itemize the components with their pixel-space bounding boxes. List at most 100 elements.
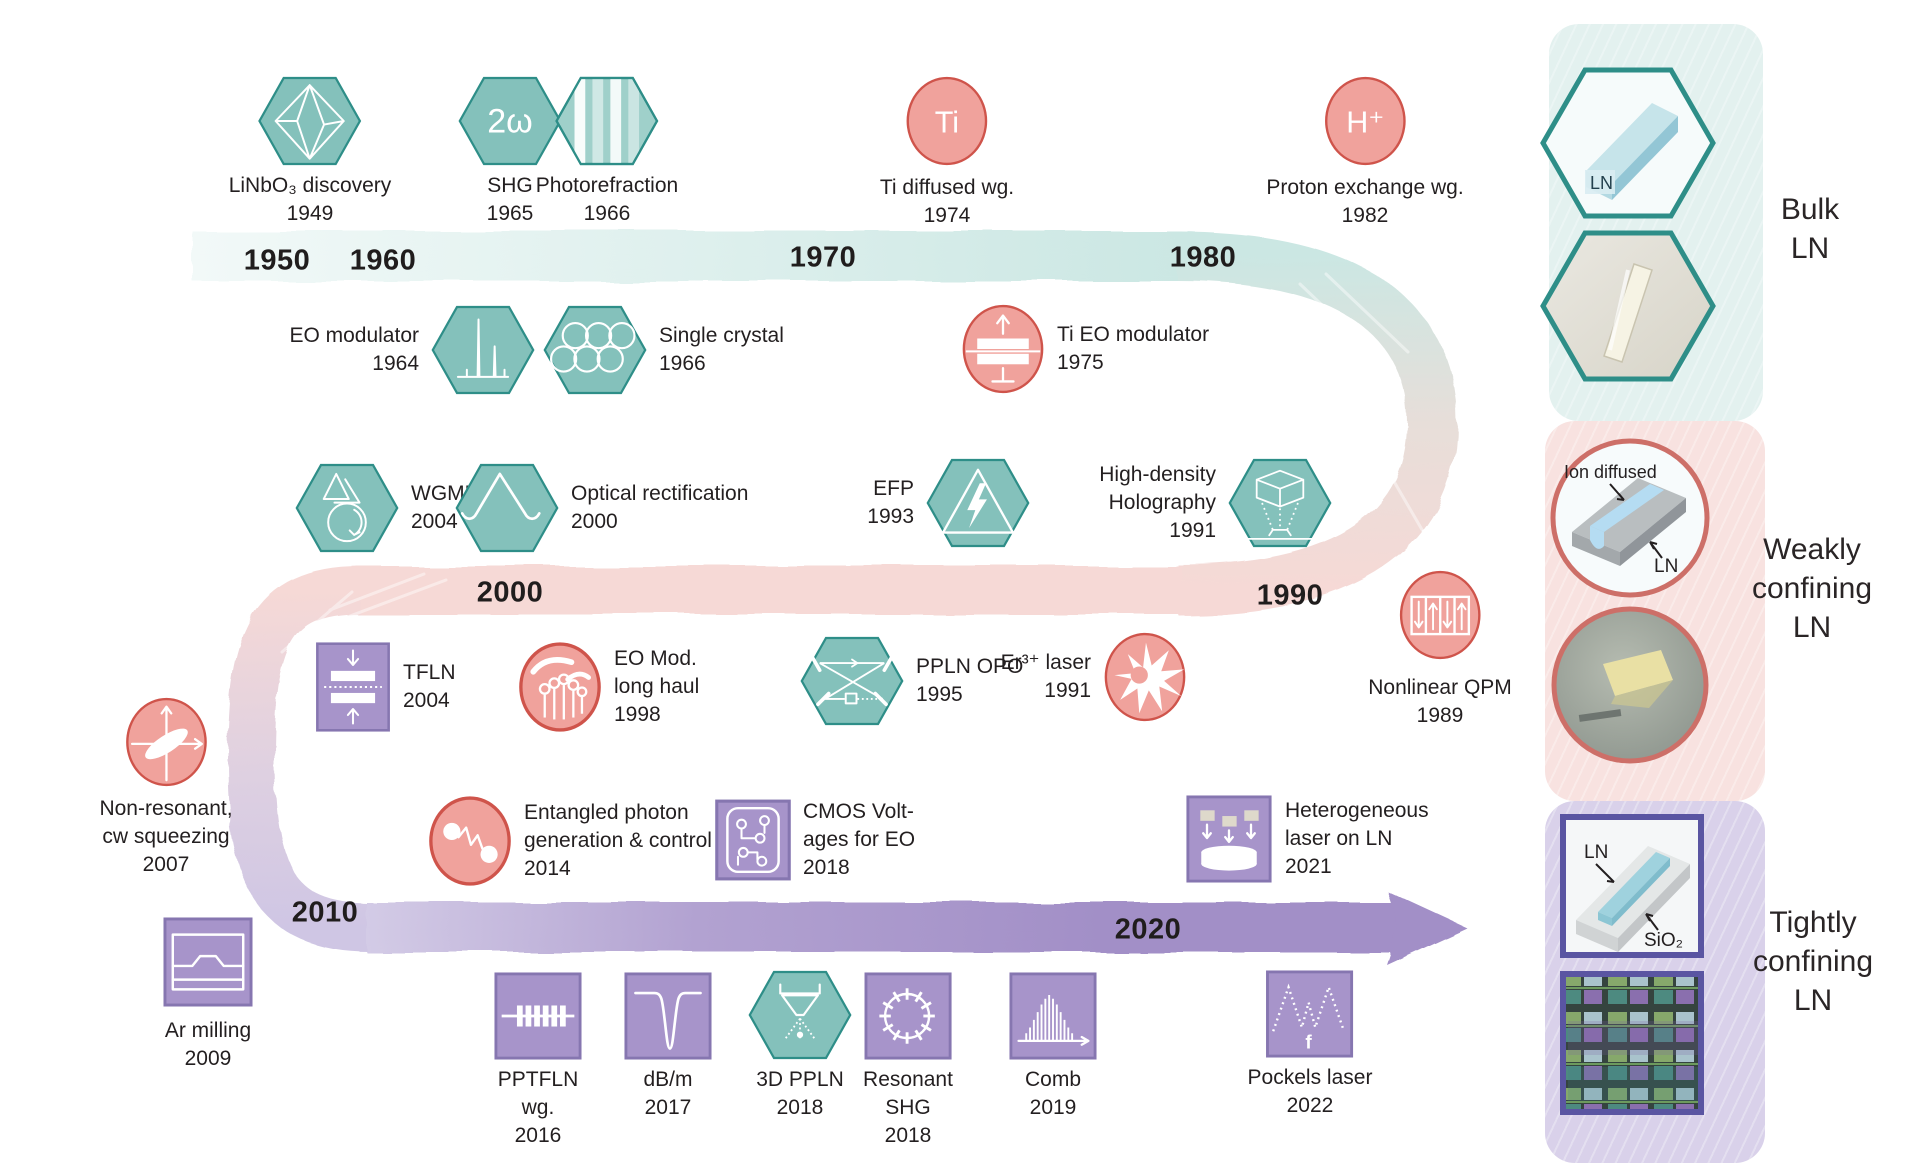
event-label: ages for EO: [803, 828, 916, 851]
event-label: EFP: [873, 477, 914, 500]
photorefraction-stripes-icon: [555, 76, 659, 166]
entangled-photons-icon: [429, 796, 511, 886]
event-label: PPLN OPO: [916, 655, 1024, 678]
event-label: Nonlinear QPM: [1368, 676, 1512, 699]
event-resonant-shg: Resonant SHG 2018: [863, 972, 953, 1150]
event-cw-squeezing: Non-resonant, cw squeezing 2007: [99, 695, 233, 879]
event-label: cw squeezing: [102, 825, 230, 848]
event-year: 1975: [1057, 351, 1104, 374]
event-year: 2018: [884, 1124, 932, 1147]
electrode-pair-icon: [962, 304, 1044, 394]
frequency-comb-icon: [1009, 972, 1097, 1060]
event-nonlinear-qpm: Nonlinear QPM 1989: [1368, 568, 1512, 730]
event-eo-mod-long-haul: EO Mod. long haul 1998: [518, 640, 699, 734]
event-comb: Comb 2019: [1009, 972, 1097, 1122]
event-year: 2000: [571, 510, 618, 533]
event-entangled-photon: Entangled photon generation & control 20…: [428, 794, 712, 888]
event-year: 1993: [867, 505, 914, 528]
event-photorefraction: Photorefraction 1966: [536, 76, 678, 228]
event-label: Proton exchange wg.: [1266, 176, 1464, 199]
event-tfln: TFLN 2004: [315, 642, 456, 732]
svg-text:2ω: 2ω: [487, 103, 533, 141]
decade-label-1960: 1960: [349, 244, 417, 277]
event-label: long haul: [614, 675, 700, 698]
event-pockels-laser: f Pockels laser 2022: [1247, 970, 1373, 1120]
event-db-per-m: dB/m 2017: [624, 972, 712, 1122]
high-voltage-lightning-icon: [926, 458, 1030, 548]
svg-text:f: f: [1306, 1032, 1313, 1053]
event-label: LiNbO₃ discovery: [228, 174, 392, 197]
event-label: SHG: [885, 1096, 931, 1119]
event-label: Pockels laser: [1247, 1066, 1373, 1089]
event-optical-rectification: Optical rectification 2000: [455, 463, 748, 553]
ion-diffused-annotation: Ion diffused: [1564, 462, 1657, 482]
shg-2omega-icon: 2ω: [458, 76, 562, 166]
event-label: High-density: [1099, 463, 1216, 486]
event-year: 2021: [1285, 855, 1332, 878]
event-year: 2004: [411, 510, 458, 533]
laser-burst-icon: [1104, 632, 1186, 722]
event-label: Ti diffused wg.: [879, 176, 1015, 199]
laser-writing-icon: [748, 970, 852, 1060]
sio2-annotation: SiO₂: [1644, 930, 1683, 951]
poled-waveguide-icon: [494, 972, 582, 1060]
bulk-ln-diagram: LN: [1540, 67, 1716, 219]
ln-material-label: LN: [1590, 173, 1613, 193]
decade-label-1980: 1980: [1169, 241, 1237, 274]
event-year: 2014: [524, 857, 571, 880]
event-label: Holography: [1108, 491, 1216, 514]
tightly-confining-label: Tightly confining LN: [1752, 906, 1874, 1017]
event-year: 1966: [659, 352, 706, 375]
event-label: dB/m: [643, 1068, 693, 1091]
microring-resonator-icon: [864, 972, 952, 1060]
decade-label-1990: 1990: [1256, 579, 1324, 612]
event-year: 2016: [514, 1124, 562, 1147]
event-heterogeneous-laser: Heterogeneous laser on LN 2021: [1185, 795, 1429, 883]
titanium-icon: Ti: [906, 76, 988, 166]
event-efp: EFP 1993: [854, 458, 1030, 548]
event-wgmr: WGMR 2004: [295, 463, 480, 553]
event-high-density-holography: High-density Holography 1991: [1084, 458, 1332, 548]
band-scribble-highlights: [280, 272, 1430, 654]
event-label: Non-resonant,: [99, 797, 233, 820]
packed-crystal-grains-icon: [543, 305, 647, 395]
ion-diffused-waveguide-diagram: Ion diffused LN: [1550, 438, 1710, 598]
decade-label-2020: 2020: [1114, 913, 1182, 946]
event-year: 1974: [923, 204, 971, 227]
event-label: Photorefraction: [535, 174, 679, 197]
event-year: 2007: [142, 853, 190, 876]
weakly-confining-label: Weakly confining LN: [1751, 533, 1873, 644]
event-year: 2004: [403, 689, 450, 712]
triangle-wave-icon: [455, 463, 559, 553]
fiber-network-circuit-icon: [519, 642, 601, 732]
event-ti-diffused-wg: Ti Ti diffused wg. 1974: [880, 74, 1014, 230]
event-ar-milling: Ar milling 2009: [163, 917, 253, 1073]
thin-film-stack-icon: [316, 642, 390, 732]
event-year: 1949: [286, 202, 334, 225]
event-year: 2017: [644, 1096, 692, 1119]
pockels-zigzag-icon: f: [1266, 970, 1354, 1058]
hologram-projection-icon: [1228, 458, 1332, 548]
squeezed-state-icon: [125, 697, 207, 787]
poled-domains-icon: [1399, 570, 1481, 660]
event-year: 1964: [372, 352, 419, 375]
ln-annotation: LN: [1654, 556, 1678, 577]
event-label: laser on LN: [1285, 827, 1393, 850]
event-year: 1965: [486, 202, 534, 225]
decade-label-1950: 1950: [243, 244, 311, 277]
crystal-octahedron-icon: [258, 76, 362, 166]
chip-circuit-icon: [715, 799, 791, 881]
event-year: 2022: [1286, 1094, 1334, 1117]
event-year: 2018: [803, 856, 850, 879]
event-single-crystal: Single crystal 1966: [543, 305, 784, 395]
event-label: PPTFLN: [497, 1068, 579, 1091]
event-year: 2019: [1029, 1096, 1077, 1119]
event-year: 1966: [583, 202, 631, 225]
event-label: Er³⁺ laser: [1000, 651, 1091, 674]
bulk-ln-crystal-photo: [1540, 230, 1716, 382]
etched-ridge-profile-icon: [163, 917, 253, 1007]
event-label: Heterogeneous: [1285, 799, 1429, 822]
decade-label-2000: 2000: [476, 576, 544, 609]
event-year: 1991: [1169, 519, 1216, 542]
